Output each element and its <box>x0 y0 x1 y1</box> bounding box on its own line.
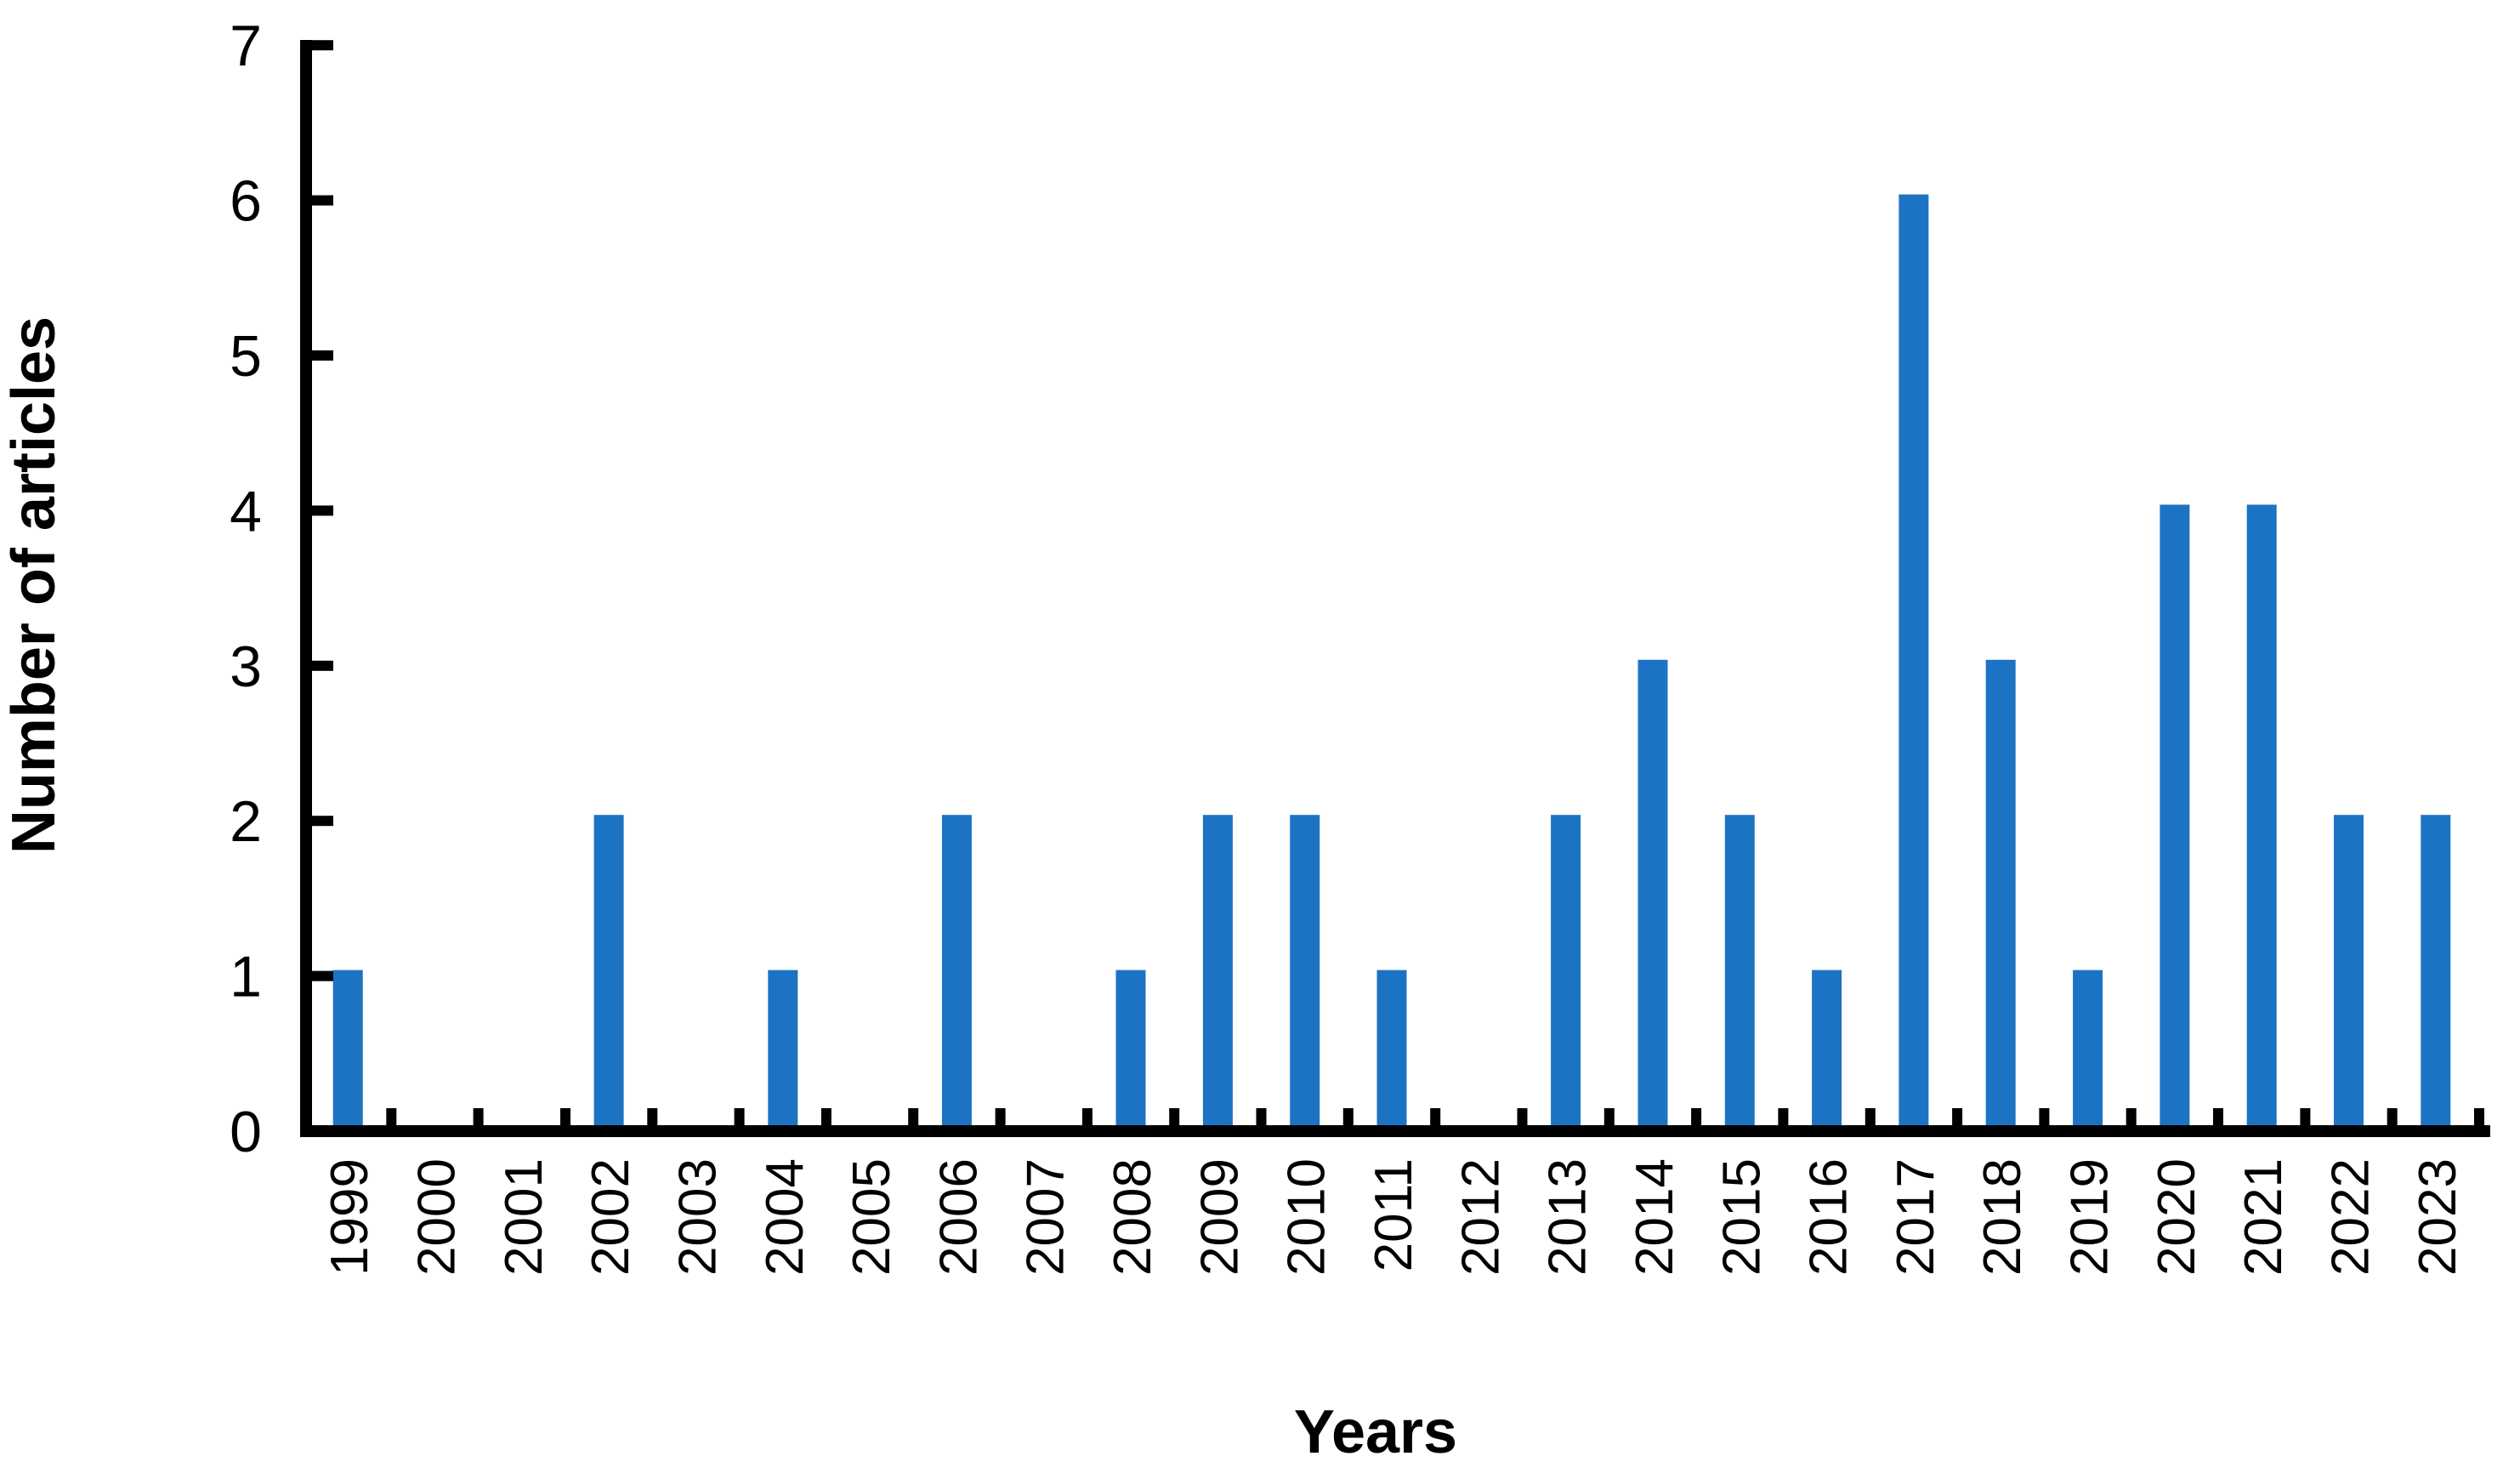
x-tick <box>2474 1108 2484 1125</box>
x-tick <box>1342 1108 1354 1125</box>
y-axis-title: Number of articles <box>0 316 68 854</box>
bar-2017 <box>1899 194 1929 1126</box>
x-tick-label: 2012 <box>1451 1158 1510 1276</box>
y-tick-label: 1 <box>230 945 262 1010</box>
x-tick-label: 2003 <box>668 1158 727 1276</box>
y-tick-label: 6 <box>230 169 262 234</box>
x-tick-label: 2009 <box>1190 1158 1249 1276</box>
y-tick-label: 4 <box>230 479 262 543</box>
x-tick-label: 2015 <box>1712 1158 1771 1276</box>
x-tick-label: 2008 <box>1104 1158 1162 1276</box>
bar-2002 <box>593 815 624 1125</box>
y-tick <box>311 660 333 671</box>
y-tick-label: 0 <box>230 1100 262 1164</box>
bar-2018 <box>1985 659 2016 1125</box>
bar-2006 <box>941 815 972 1125</box>
bar-2010 <box>1290 815 1320 1125</box>
x-tick <box>1864 1108 1876 1125</box>
x-tick <box>386 1108 397 1125</box>
x-tick <box>1778 1108 1789 1125</box>
x-axis-line <box>300 1125 2490 1137</box>
x-tick-label: 2016 <box>1800 1158 1859 1276</box>
x-tick-label: 2021 <box>2234 1158 2293 1276</box>
bar-2008 <box>1115 970 1146 1125</box>
y-tick-label: 5 <box>230 324 262 389</box>
plot-area: 0 1 2 3 4 5 6 7 1999 2000 2001 2002 2003 2004 2005 2006… <box>230 14 2490 1276</box>
x-tick-label: 1999 <box>321 1158 379 1276</box>
bar-2004 <box>768 970 798 1125</box>
x-tick-label: 2002 <box>582 1158 640 1276</box>
x-tick <box>1081 1108 1093 1125</box>
x-tick <box>734 1108 745 1125</box>
bar-2009 <box>1202 815 1233 1125</box>
y-tick-label: 7 <box>230 14 262 78</box>
x-tick <box>820 1108 831 1125</box>
x-tick-label: 2013 <box>1539 1158 1598 1276</box>
y-tick <box>311 40 333 51</box>
x-tick-label: 2020 <box>2148 1158 2206 1276</box>
x-tick-label: 2005 <box>843 1158 901 1276</box>
x-axis-title: Years <box>1294 1398 1457 1466</box>
x-tick-label: 2001 <box>495 1158 553 1276</box>
x-tick <box>473 1108 484 1125</box>
x-tick-label: 2007 <box>1017 1158 1076 1276</box>
bar-2023 <box>2421 815 2451 1125</box>
bar-2011 <box>1376 970 1407 1125</box>
x-tick <box>2213 1108 2223 1125</box>
x-tick <box>1256 1108 1267 1125</box>
x-tick-label: 2022 <box>2322 1158 2381 1276</box>
bar-1999 <box>332 970 363 1125</box>
y-tick <box>311 195 333 206</box>
y-tick-label: 3 <box>230 634 262 699</box>
bar-2020 <box>2160 504 2190 1125</box>
y-tick <box>311 350 333 361</box>
x-tick <box>2300 1108 2311 1125</box>
x-tick <box>995 1108 1006 1125</box>
x-tick-label: 2018 <box>1973 1158 2032 1276</box>
y-tick <box>311 970 333 981</box>
y-axis-line <box>300 40 312 1137</box>
x-tick <box>2039 1108 2050 1125</box>
x-tick <box>1430 1108 1441 1125</box>
x-tick <box>560 1108 570 1125</box>
x-tick-label: 2017 <box>1887 1158 1945 1276</box>
bar-2014 <box>1637 659 1668 1125</box>
x-tick-label: 2011 <box>1365 1158 1423 1271</box>
bar-2016 <box>1812 970 1842 1125</box>
bar-2021 <box>2246 504 2277 1125</box>
x-tick <box>908 1108 919 1125</box>
x-tick <box>1169 1108 1180 1125</box>
x-tick <box>2126 1108 2137 1125</box>
bar-2013 <box>1551 815 1581 1125</box>
bar-2022 <box>2334 815 2364 1125</box>
x-tick <box>2387 1108 2398 1125</box>
x-tick-label: 2004 <box>756 1158 814 1276</box>
x-tick <box>1517 1108 1528 1125</box>
bar-2015 <box>1724 815 1755 1125</box>
x-tick-label: 2019 <box>2061 1158 2120 1276</box>
x-tick <box>1691 1108 1702 1125</box>
x-tick-label: 2014 <box>1626 1158 1684 1276</box>
x-tick-label: 2010 <box>1278 1158 1337 1276</box>
x-tick <box>1952 1108 1963 1125</box>
y-tick <box>311 816 333 827</box>
y-tick-label: 2 <box>230 789 262 854</box>
x-tick-label: 2006 <box>929 1158 988 1276</box>
x-tick <box>1603 1108 1615 1125</box>
x-tick <box>647 1108 658 1125</box>
x-tick-label: 2023 <box>2409 1158 2467 1276</box>
x-tick-label: 2000 <box>408 1158 467 1276</box>
bar-2019 <box>2073 970 2103 1125</box>
y-tick <box>311 1126 333 1136</box>
y-tick <box>311 505 333 516</box>
